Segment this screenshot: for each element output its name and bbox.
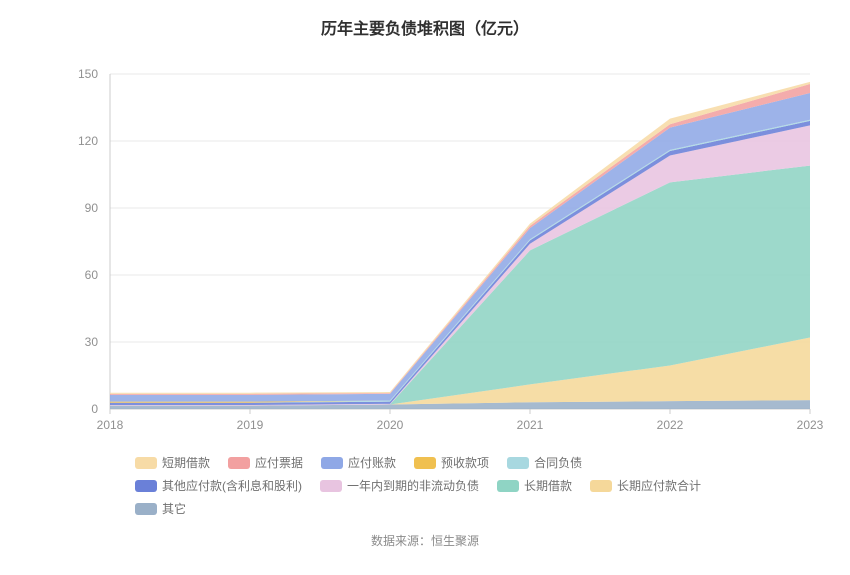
- stacked-area-svg: 0 30 60 90 120 150 2018 2019 2020 2021 2022 2023: [20, 54, 830, 439]
- legend-label: 应付账款: [348, 454, 396, 471]
- legend: 短期借款 应付票据 应付账款 预收款项 合同负债其他应付款(含利息和股利) 一年内到期的非…: [75, 454, 775, 517]
- x-axis-label: 2023: [797, 418, 824, 432]
- data-source-footer: 数据来源：恒生聚源: [20, 532, 830, 549]
- legend-item[interactable]: 应付票据: [228, 454, 303, 471]
- legend-item[interactable]: 合同负债: [507, 454, 582, 471]
- x-axis-label: 2018: [97, 418, 124, 432]
- legend-item[interactable]: 其它: [135, 500, 186, 517]
- legend-label: 合同负债: [534, 454, 582, 471]
- y-axis-label: 120: [78, 134, 98, 148]
- legend-item[interactable]: 长期应付款合计: [590, 477, 701, 494]
- legend-label: 长期应付款合计: [617, 477, 701, 494]
- chart-plot-area: 0 30 60 90 120 150 2018 2019 2020 2021 2022 2023: [20, 54, 830, 439]
- legend-label: 短期借款: [162, 454, 210, 471]
- legend-label: 应付票据: [255, 454, 303, 471]
- legend-swatch: [414, 457, 436, 469]
- legend-swatch: [507, 457, 529, 469]
- legend-item[interactable]: 其他应付款(含利息和股利): [135, 477, 302, 494]
- legend-swatch: [135, 480, 157, 492]
- legend-swatch: [135, 457, 157, 469]
- legend-swatch: [228, 457, 250, 469]
- legend-item[interactable]: 预收款项: [414, 454, 489, 471]
- legend-label: 预收款项: [441, 454, 489, 471]
- legend-item[interactable]: 短期借款: [135, 454, 210, 471]
- legend-swatch: [135, 503, 157, 515]
- chart-container: 历年主要负债堆积图（亿元） 0 30 60 90 120 150 2018 2019 2020 2…: [0, 0, 850, 575]
- x-axis-label: 2020: [377, 418, 404, 432]
- y-axis-label: 60: [85, 268, 99, 282]
- legend-label: 其它: [162, 500, 186, 517]
- legend-label: 其他应付款(含利息和股利): [162, 477, 302, 494]
- x-axis-label: 2022: [657, 418, 684, 432]
- legend-label: 一年内到期的非流动负债: [347, 477, 479, 494]
- legend-label: 长期借款: [524, 477, 572, 494]
- legend-item[interactable]: 长期借款: [497, 477, 572, 494]
- x-axis-label: 2019: [237, 418, 264, 432]
- x-axis-label: 2021: [517, 418, 544, 432]
- chart-title: 历年主要负债堆积图（亿元）: [20, 15, 830, 39]
- y-axis-label: 90: [85, 201, 99, 215]
- y-axis-label: 150: [78, 67, 98, 81]
- legend-item[interactable]: 一年内到期的非流动负债: [320, 477, 479, 494]
- legend-swatch: [320, 480, 342, 492]
- legend-item[interactable]: 应付账款: [321, 454, 396, 471]
- y-axis-label: 0: [91, 402, 98, 416]
- legend-swatch: [321, 457, 343, 469]
- legend-swatch: [497, 480, 519, 492]
- y-axis-label: 30: [85, 335, 99, 349]
- legend-swatch: [590, 480, 612, 492]
